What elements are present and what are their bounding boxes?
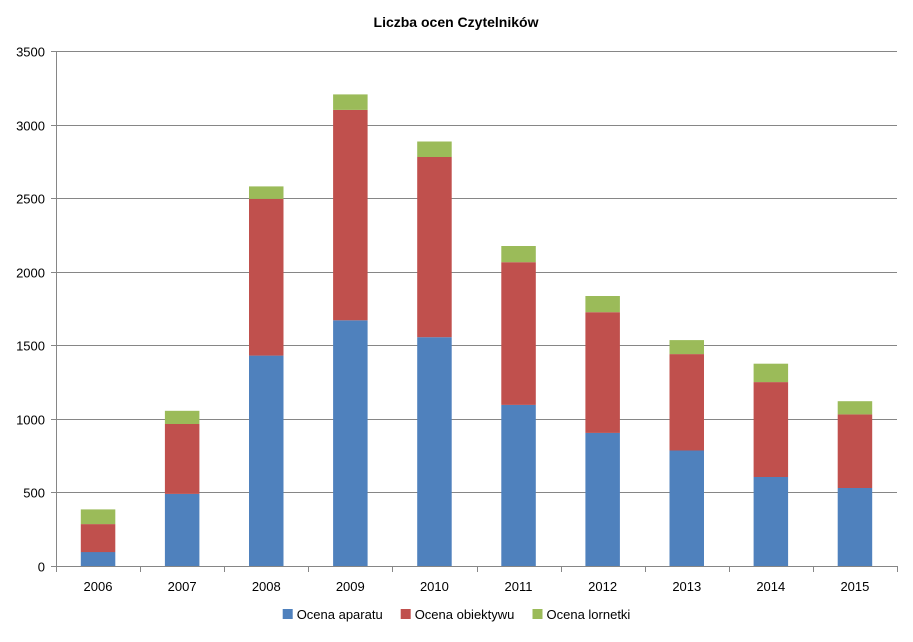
x-axis-ticks: 2006 2007 2008 2009 2010 2011 2012 2013 2014 2015 xyxy=(84,579,870,594)
chart-title: Liczba ocen Czytelników xyxy=(374,14,539,30)
bar-ocena-lornetki-2015 xyxy=(837,401,873,415)
x-tick-label: 2011 xyxy=(505,579,533,594)
bar-ocena-obiektywu-2006 xyxy=(80,524,116,553)
legend-label: Ocena obiektywu xyxy=(415,607,515,622)
legend-item-ocena-aparatu: Ocena aparatu xyxy=(282,607,383,622)
bar-ocena-lornetki-2013 xyxy=(669,340,704,355)
y-tick-label: 2500 xyxy=(16,192,45,207)
bar-ocena-aparatu-2010 xyxy=(417,337,452,566)
legend-label: Ocena aparatu xyxy=(297,607,383,622)
y-tick-label: 3000 xyxy=(16,119,45,134)
bar-ocena-obiektywu-2012 xyxy=(585,312,620,433)
x-tick-label: 2006 xyxy=(84,579,113,594)
bar-ocena-lornetki-2012 xyxy=(585,296,620,313)
bar-ocena-aparatu-2012 xyxy=(585,432,620,566)
legend-swatch xyxy=(532,609,543,619)
y-tick-label: 3500 xyxy=(16,45,45,60)
bar-ocena-obiektywu-2009 xyxy=(333,109,368,321)
x-tick-label: 2008 xyxy=(252,579,281,594)
y-tick-label: 2000 xyxy=(16,266,45,281)
legend-swatch xyxy=(282,609,293,619)
axes xyxy=(51,51,898,572)
y-tick-label: 500 xyxy=(23,486,45,501)
y-tick-label: 1500 xyxy=(16,339,45,354)
x-tick-label: 2009 xyxy=(336,579,365,594)
bar-ocena-obiektywu-2014 xyxy=(753,382,789,477)
legend-label: Ocena lornetki xyxy=(547,607,631,622)
bar-ocena-aparatu-2007 xyxy=(164,493,200,566)
x-tick-label: 2012 xyxy=(588,579,617,594)
bar-ocena-aparatu-2006 xyxy=(80,552,116,566)
bar-ocena-obiektywu-2013 xyxy=(669,354,704,451)
legend-swatch xyxy=(400,609,411,619)
bar-ocena-lornetki-2007 xyxy=(164,410,200,424)
legend: Ocena aparatu Ocena obiektywu Ocena lornet… xyxy=(282,607,631,622)
bar-ocena-lornetki-2014 xyxy=(753,363,789,383)
y-tick-label: 1000 xyxy=(16,413,45,428)
y-axis-ticks: 0 500 1000 1500 2000 2500 3000 3500 xyxy=(16,45,45,575)
bar-ocena-obiektywu-2008 xyxy=(249,198,284,356)
bar-ocena-obiektywu-2007 xyxy=(164,424,200,494)
bar-ocena-obiektywu-2010 xyxy=(417,156,452,338)
bar-ocena-aparatu-2014 xyxy=(753,477,789,566)
x-tick-label: 2014 xyxy=(756,579,785,594)
x-tick-label: 2013 xyxy=(672,579,701,594)
bar-ocena-lornetki-2008 xyxy=(249,186,284,199)
bar-ocena-obiektywu-2015 xyxy=(837,414,873,488)
x-tick-label: 2007 xyxy=(168,579,197,594)
bar-ocena-lornetki-2010 xyxy=(417,141,452,157)
bar-ocena-lornetki-2009 xyxy=(333,94,368,110)
bar-ocena-aparatu-2008 xyxy=(249,355,284,566)
bar-ocena-obiektywu-2011 xyxy=(501,262,536,405)
bar-ocena-aparatu-2015 xyxy=(837,488,873,566)
x-tick-label: 2010 xyxy=(420,579,449,594)
bar-ocena-aparatu-2011 xyxy=(501,404,536,566)
bars xyxy=(80,94,873,566)
legend-item-ocena-lornetki: Ocena lornetki xyxy=(532,607,631,622)
bar-ocena-lornetki-2006 xyxy=(80,509,116,525)
bar-ocena-aparatu-2013 xyxy=(669,450,704,566)
x-tick-label: 2015 xyxy=(840,579,869,594)
y-tick-label: 0 xyxy=(38,560,45,575)
legend-item-ocena-obiektywu: Ocena obiektywu xyxy=(400,607,515,622)
bar-ocena-aparatu-2009 xyxy=(333,320,368,566)
bar-ocena-lornetki-2011 xyxy=(501,246,536,263)
